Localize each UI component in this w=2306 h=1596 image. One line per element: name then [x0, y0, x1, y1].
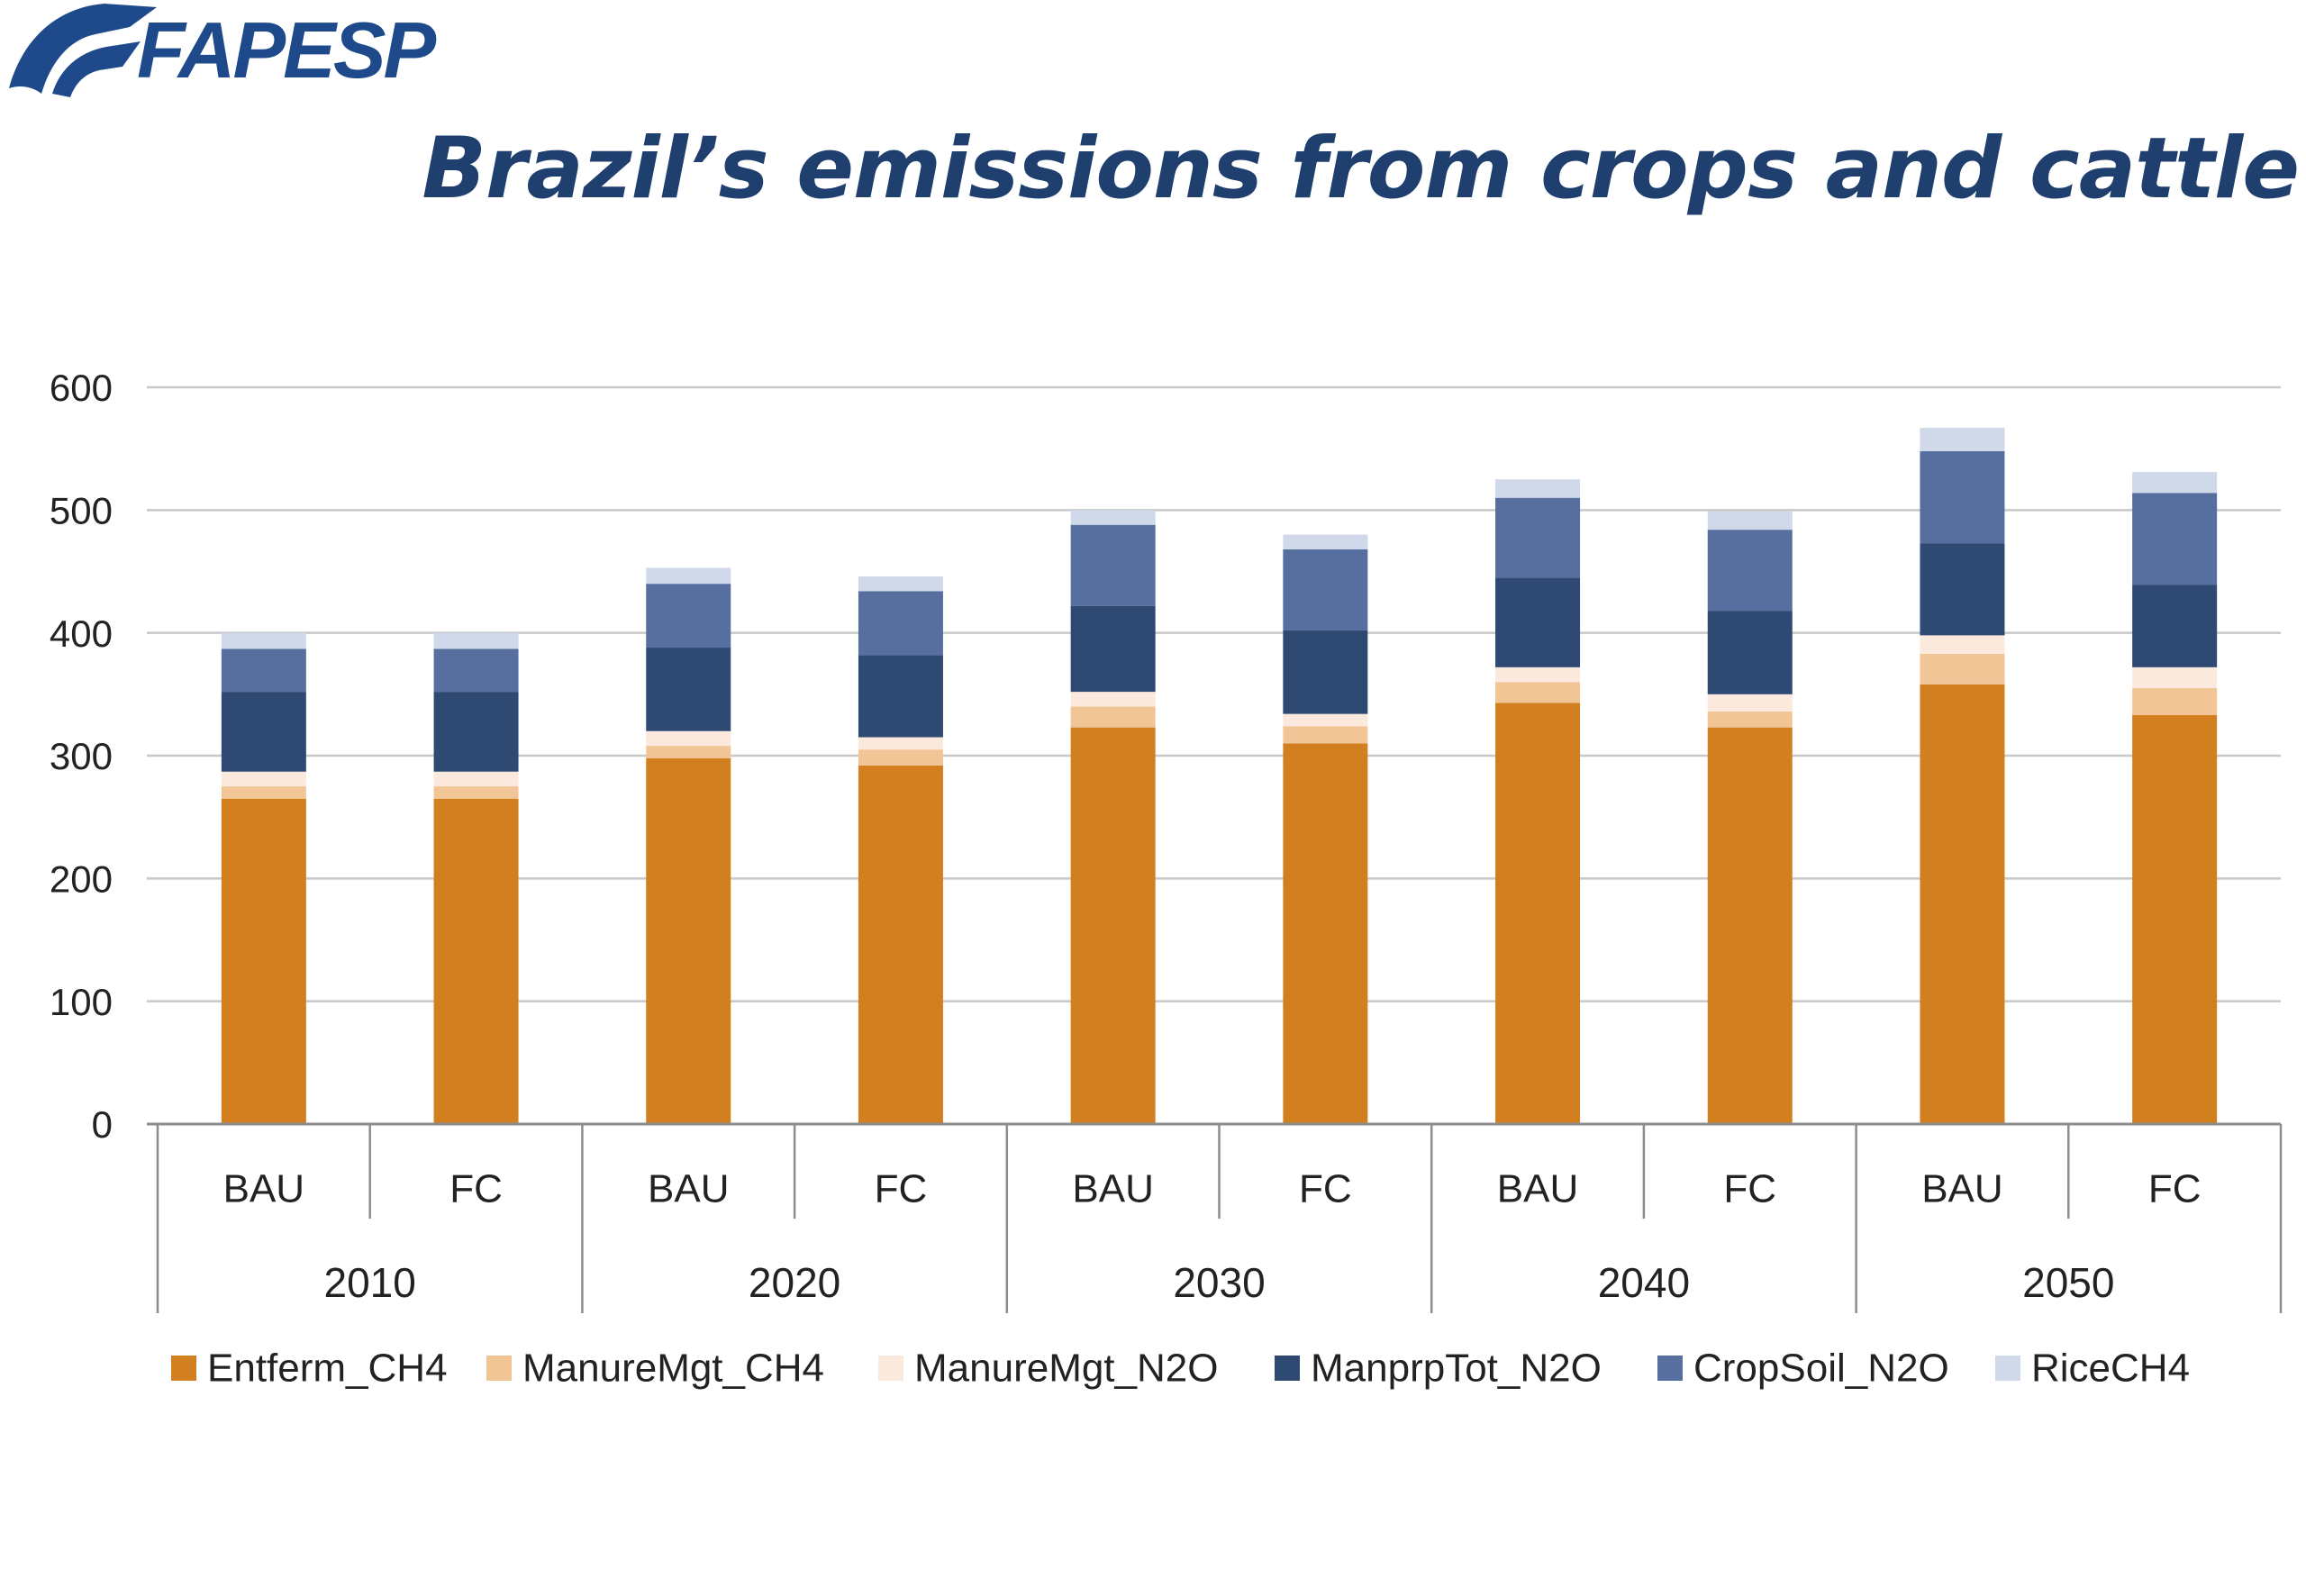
bar-segment-cropsoil-n2o	[1495, 497, 1581, 578]
bar-segment-entferm-ch4	[858, 765, 943, 1124]
x-tick-label: BAU	[1072, 1167, 1153, 1211]
bar-segment-ricech4	[1495, 479, 1581, 498]
x-tick-label: BAU	[648, 1167, 729, 1211]
bar-segment-manuremgt-n2o	[858, 737, 943, 750]
y-tick-label: 600	[50, 367, 113, 409]
bar-segment-ricech4	[1707, 511, 1793, 530]
bar-segment-cropsoil-n2o	[1283, 549, 1368, 630]
y-tick-label: 500	[50, 489, 113, 531]
bar-segment-manuremgt-n2o	[1707, 694, 1793, 712]
bar-segment-cropsoil-n2o	[433, 648, 519, 693]
bar-segment-manuremgt-ch4	[2132, 688, 2218, 716]
legend-swatch	[1657, 1356, 1683, 1381]
logo-text: FAPESP	[137, 5, 436, 95]
bar-segment-manuremgt-ch4	[1920, 653, 2005, 685]
bar-segment-manprptot-n2o	[858, 655, 943, 738]
legend-label: ManureMgt_CH4	[522, 1347, 824, 1391]
x-tick-label: FC	[2148, 1167, 2202, 1211]
bar-segment-manuremgt-ch4	[1070, 706, 1156, 728]
bar-segment-entferm-ch4	[1070, 727, 1156, 1124]
bar-segment-manuremgt-n2o	[646, 730, 731, 747]
bar-segment-ricech4	[646, 567, 731, 585]
chart-title: Brazil’s emissions from crops and cattle	[422, 120, 2300, 218]
bar-segment-manuremgt-ch4	[1495, 682, 1581, 703]
bar-segment-cropsoil-n2o	[858, 591, 943, 656]
bar-segment-manuremgt-ch4	[1707, 711, 1793, 728]
bar-segment-manprptot-n2o	[646, 648, 731, 731]
bar-segment-manuremgt-n2o	[1070, 692, 1156, 707]
bar-segment-manuremgt-ch4	[646, 746, 731, 758]
bar-segment-manuremgt-n2o	[1920, 635, 2005, 654]
x-tick-label: FC	[1723, 1167, 1776, 1211]
bar-segment-manprptot-n2o	[1495, 577, 1581, 667]
stacked-bar-chart: 0 100 200 300 400 500 600 BAU FC BAU FC BAU FC BAU FC B…	[50, 367, 2283, 1391]
bar-segment-manuremgt-ch4	[221, 786, 306, 799]
bar-segment-cropsoil-n2o	[2132, 493, 2218, 585]
x-tick-label: FC	[449, 1167, 503, 1211]
bar-segment-entferm-ch4	[1920, 684, 2005, 1124]
x-tick-label: BAU	[1921, 1167, 2002, 1211]
bar-segment-manprptot-n2o	[1920, 543, 2005, 636]
x-group-label: 2030	[1173, 1259, 1265, 1306]
bar-segment-entferm-ch4	[1707, 727, 1793, 1124]
bar-segment-entferm-ch4	[646, 757, 731, 1124]
bar-segment-ricech4	[1920, 427, 2005, 451]
x-group-label: 2050	[2022, 1259, 2114, 1306]
bar-segment-manprptot-n2o	[433, 692, 519, 772]
bar-segment-manprptot-n2o	[221, 692, 306, 772]
y-tick-label: 400	[50, 612, 113, 655]
x-tick-label: FC	[875, 1167, 928, 1211]
bar-segment-manuremgt-n2o	[221, 771, 306, 787]
bar-segment-ricech4	[2132, 472, 2218, 494]
y-tick-label: 0	[92, 1103, 113, 1146]
legend-label: CropSoil_N2O	[1693, 1347, 1949, 1391]
legend-label: Entferm_CH4	[207, 1347, 448, 1391]
legend-label: ManprpTot_N2O	[1311, 1347, 1602, 1391]
bar-segment-cropsoil-n2o	[1707, 530, 1793, 612]
bar-segment-manprptot-n2o	[1707, 611, 1793, 694]
bar-segment-ricech4	[221, 632, 306, 649]
bar-segment-manuremgt-n2o	[2132, 667, 2218, 689]
y-tick-label: 300	[50, 735, 113, 777]
bar-segment-manuremgt-ch4	[433, 786, 519, 799]
bar-segment-cropsoil-n2o	[646, 584, 731, 648]
legend-label: RiceCH4	[2031, 1347, 2190, 1391]
bar-segment-manuremgt-n2o	[433, 771, 519, 787]
legend-swatch	[486, 1356, 512, 1381]
bar-segment-entferm-ch4	[433, 798, 519, 1124]
bar-segment-manprptot-n2o	[1070, 605, 1156, 693]
x-group-label: 2040	[1598, 1259, 1690, 1306]
y-tick-label: 100	[50, 981, 113, 1023]
bar-segment-manuremgt-n2o	[1495, 667, 1581, 683]
bar-segment-entferm-ch4	[2132, 715, 2218, 1124]
bar-segment-ricech4	[1283, 534, 1368, 549]
bar-segment-entferm-ch4	[221, 798, 306, 1124]
x-tick-label: BAU	[223, 1167, 304, 1211]
bar-segment-ricech4	[858, 576, 943, 592]
bar-segment-manuremgt-ch4	[858, 749, 943, 766]
bar-segment-cropsoil-n2o	[1070, 524, 1156, 606]
bar-segment-ricech4	[1070, 510, 1156, 525]
bar-segment-ricech4	[433, 632, 519, 649]
bar-segment-cropsoil-n2o	[221, 648, 306, 693]
bar-segment-manprptot-n2o	[1283, 630, 1368, 714]
legend-swatch	[171, 1356, 196, 1381]
legend-swatch	[878, 1356, 903, 1381]
legend-swatch	[1995, 1356, 2020, 1381]
flag-icon	[9, 4, 157, 94]
bar-segment-entferm-ch4	[1495, 703, 1581, 1124]
x-tick-label: BAU	[1497, 1167, 1578, 1211]
y-tick-label: 200	[50, 857, 113, 900]
bar-segment-manuremgt-n2o	[1283, 713, 1368, 727]
bar-segment-manuremgt-ch4	[1283, 726, 1368, 744]
bar-segment-entferm-ch4	[1283, 743, 1368, 1124]
fapesp-logo	[9, 4, 157, 97]
legend-label: ManureMgt_N2O	[914, 1347, 1218, 1391]
x-group-label: 2010	[324, 1259, 416, 1306]
bar-segment-cropsoil-n2o	[1920, 450, 2005, 544]
x-group-label: 2020	[749, 1259, 840, 1306]
legend-swatch	[1275, 1356, 1300, 1381]
bar-segment-manprptot-n2o	[2132, 585, 2218, 667]
x-tick-label: FC	[1299, 1167, 1352, 1211]
